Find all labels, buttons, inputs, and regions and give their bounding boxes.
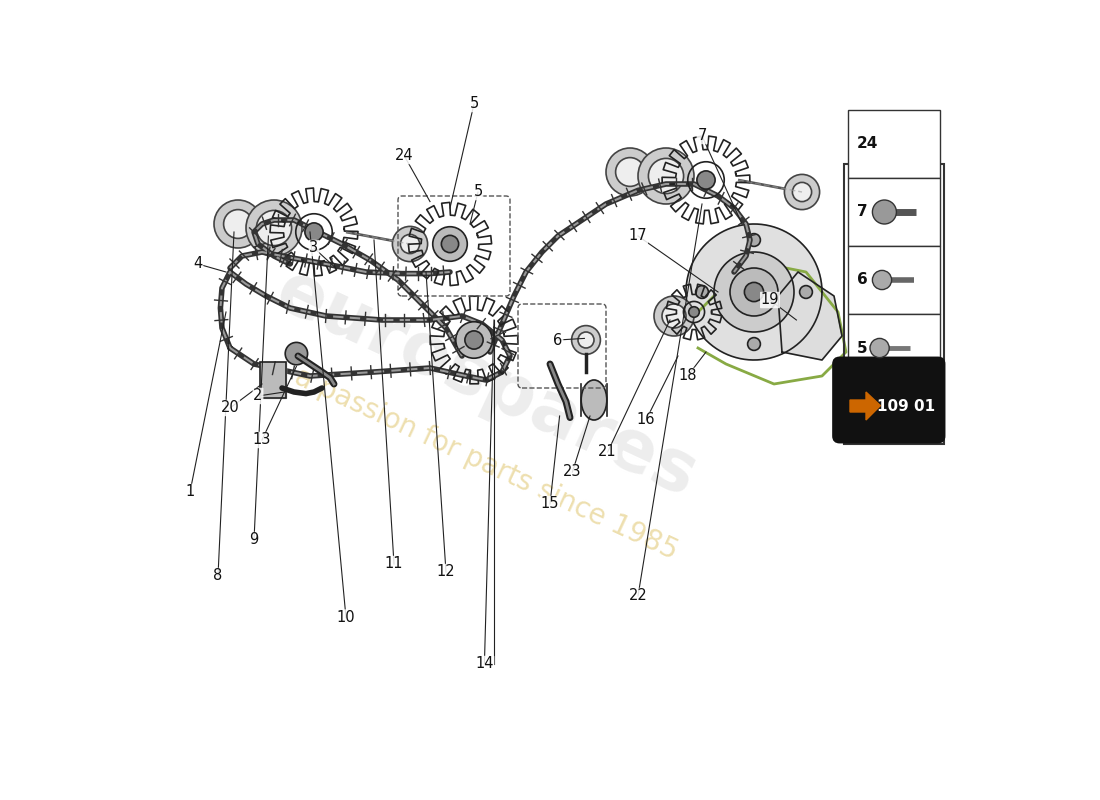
Text: 1: 1	[186, 485, 195, 499]
Text: 7: 7	[697, 129, 706, 143]
Circle shape	[792, 182, 812, 202]
Circle shape	[714, 252, 794, 332]
Text: 8: 8	[213, 569, 222, 583]
Text: 7: 7	[857, 205, 868, 219]
Text: 5: 5	[857, 341, 868, 355]
Text: 16: 16	[637, 413, 656, 427]
Circle shape	[800, 286, 813, 298]
Bar	[261, 362, 286, 398]
Text: 5: 5	[470, 97, 478, 111]
Bar	[848, 246, 939, 314]
Circle shape	[465, 331, 483, 349]
Circle shape	[689, 306, 700, 318]
Text: 15: 15	[541, 497, 559, 511]
Text: a passion for parts since 1985: a passion for parts since 1985	[290, 362, 682, 566]
Bar	[848, 314, 939, 382]
Text: 18: 18	[679, 369, 697, 383]
Text: 24: 24	[857, 137, 879, 151]
Circle shape	[432, 226, 468, 262]
Circle shape	[606, 148, 654, 196]
Polygon shape	[686, 224, 822, 360]
Text: 2: 2	[253, 389, 263, 403]
Circle shape	[748, 234, 760, 246]
Text: 24: 24	[395, 149, 414, 163]
Circle shape	[285, 342, 308, 365]
Circle shape	[638, 148, 694, 204]
Text: eurospares: eurospares	[264, 256, 707, 512]
Circle shape	[872, 200, 896, 224]
Text: 21: 21	[598, 445, 617, 459]
Polygon shape	[850, 392, 880, 420]
Circle shape	[214, 200, 262, 248]
Text: 109 01: 109 01	[877, 399, 935, 414]
Polygon shape	[778, 272, 842, 360]
Bar	[848, 178, 939, 246]
Circle shape	[572, 326, 601, 354]
Circle shape	[872, 270, 892, 290]
Circle shape	[455, 322, 492, 358]
Text: 14: 14	[475, 657, 494, 671]
Bar	[261, 362, 286, 398]
Circle shape	[695, 286, 708, 298]
Text: 10: 10	[337, 610, 355, 625]
Circle shape	[784, 174, 820, 210]
Circle shape	[894, 136, 910, 152]
Circle shape	[393, 226, 428, 262]
Circle shape	[578, 332, 594, 348]
Text: 12: 12	[437, 565, 455, 579]
Circle shape	[305, 223, 323, 241]
Text: 23: 23	[563, 465, 582, 479]
Circle shape	[256, 210, 292, 246]
Text: 11: 11	[385, 557, 404, 571]
Text: 19: 19	[761, 293, 779, 307]
Circle shape	[748, 338, 760, 350]
Circle shape	[697, 171, 715, 189]
Circle shape	[870, 338, 889, 358]
Circle shape	[654, 296, 694, 336]
Circle shape	[400, 234, 419, 254]
Circle shape	[888, 130, 916, 158]
Circle shape	[616, 158, 645, 186]
Text: 4: 4	[194, 257, 202, 271]
Text: 6: 6	[857, 273, 868, 287]
Text: 17: 17	[629, 229, 647, 243]
Text: 5: 5	[473, 185, 483, 199]
Circle shape	[265, 373, 282, 389]
Text: 9: 9	[250, 533, 258, 547]
Text: 6: 6	[553, 333, 562, 347]
Text: 13: 13	[253, 433, 272, 447]
Circle shape	[745, 282, 763, 302]
Text: 3: 3	[309, 241, 319, 255]
Circle shape	[441, 235, 459, 253]
Bar	[848, 110, 939, 178]
Circle shape	[662, 304, 686, 328]
Text: 22: 22	[628, 589, 648, 603]
Ellipse shape	[581, 380, 607, 420]
FancyBboxPatch shape	[833, 358, 945, 442]
Circle shape	[246, 200, 302, 256]
Circle shape	[730, 268, 778, 316]
Text: 20: 20	[221, 401, 240, 415]
Circle shape	[223, 210, 252, 238]
Circle shape	[648, 158, 683, 194]
